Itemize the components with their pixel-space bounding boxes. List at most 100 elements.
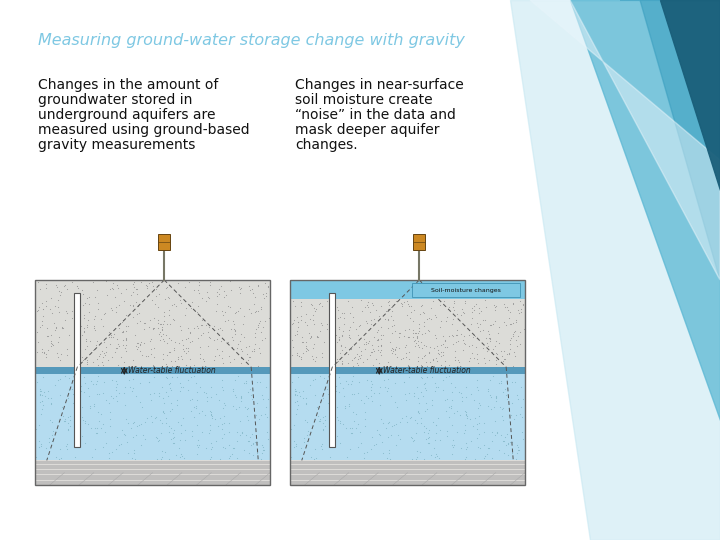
Point [472,355,483,364]
Point [185,407,197,415]
Point [452,356,464,364]
Point [496,352,508,361]
Point [218,399,230,408]
Point [392,430,404,439]
Point [183,347,194,356]
Point [171,301,182,310]
Point [79,438,91,447]
Point [128,283,140,292]
Point [160,414,171,422]
Point [253,415,265,423]
Point [338,419,349,428]
Point [192,443,204,451]
Point [290,442,302,450]
Point [330,413,342,421]
Point [297,386,308,395]
Point [189,413,200,421]
Point [292,405,303,414]
Point [431,313,442,321]
Point [213,284,225,293]
Point [223,419,235,428]
Point [296,443,307,452]
Point [63,386,74,394]
Point [385,312,397,321]
Point [173,354,184,363]
Point [296,302,307,310]
Point [333,322,345,331]
Point [133,421,145,429]
Point [131,345,143,353]
Point [336,360,348,369]
Point [413,408,424,416]
Point [300,347,312,355]
Point [158,408,170,417]
Point [295,353,307,361]
Point [56,322,68,331]
Point [448,436,459,444]
Point [193,409,204,417]
Point [329,333,341,341]
Point [49,319,60,328]
Point [314,417,325,426]
Point [385,392,397,400]
Point [376,346,387,354]
Point [118,389,130,397]
Point [134,340,145,349]
Point [111,383,122,391]
Point [331,303,343,312]
Point [473,412,485,421]
Point [132,339,143,348]
Point [188,372,199,381]
Point [375,340,387,349]
Point [235,285,246,294]
Point [374,312,385,320]
Point [437,340,449,348]
Point [96,347,108,355]
Point [174,296,186,305]
Point [263,313,274,322]
Point [301,436,312,445]
Point [289,397,301,406]
Point [130,331,141,340]
Point [408,392,420,401]
Point [317,321,328,329]
Point [123,376,135,385]
Point [141,413,153,422]
Point [355,347,366,355]
Point [261,428,272,437]
Point [332,306,343,314]
Point [160,284,171,293]
Point [70,292,81,301]
Point [431,341,443,350]
Point [464,354,476,362]
Point [483,333,495,342]
Point [290,410,302,418]
Point [351,410,362,418]
Point [125,424,137,433]
Point [193,441,204,449]
Point [145,395,156,404]
Point [190,402,202,410]
Point [227,387,238,396]
Point [195,321,207,330]
Point [197,316,208,325]
Point [148,324,159,333]
Point [110,376,122,385]
Point [364,308,375,316]
Point [333,334,344,343]
Point [508,328,520,337]
Point [82,384,94,393]
Point [220,443,231,452]
Point [66,278,78,286]
Point [194,354,205,362]
Point [408,328,419,337]
Point [351,325,362,334]
Point [343,379,354,388]
Point [359,345,371,353]
Point [60,307,71,315]
Point [230,327,241,335]
Point [429,436,441,444]
Point [171,395,183,404]
Point [149,388,161,397]
Point [36,345,48,353]
